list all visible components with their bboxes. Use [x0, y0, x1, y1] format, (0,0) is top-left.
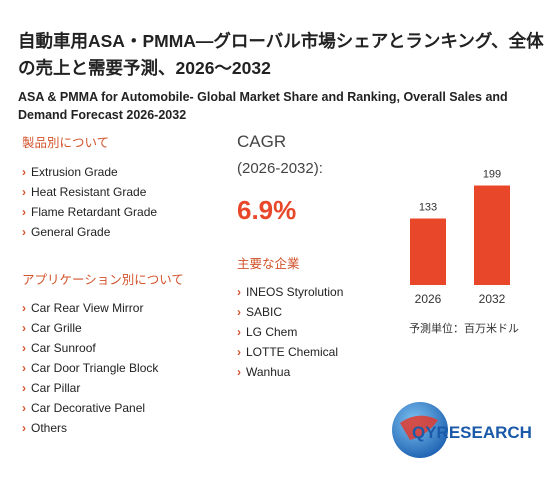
cagr-value: 6.9% [237, 195, 297, 225]
chart: 133 2026 199 2032 予測単位：百万米ドル [409, 169, 519, 336]
data-label: 133 [419, 202, 437, 214]
application-list: Car Rear View MirrorCar GrilleCar Sunroo… [22, 298, 158, 438]
company-list: INEOS StyrolutionSABICLG ChemLOTTE Chemi… [237, 282, 343, 382]
section-heading: 製品別について [22, 136, 110, 150]
company-item: LOTTE Chemical [237, 342, 343, 362]
application-item: Car Decorative Panel [22, 398, 158, 418]
logo-swoosh [400, 415, 438, 440]
x-tick-label: 2032 [479, 292, 506, 306]
application-item: Car Pillar [22, 378, 158, 398]
application-item: Car Rear View Mirror [22, 298, 158, 318]
subtitle: ASA & PMMA for Automobile- Global Market… [18, 90, 508, 122]
application-item: Car Door Triangle Block [22, 358, 158, 378]
data-label: 199 [483, 169, 501, 181]
product-item: General Grade [22, 222, 157, 242]
product-item: Heat Resistant Grade [22, 182, 157, 202]
unit-label: 予測単位：百万米ドル [409, 321, 519, 335]
company-item: INEOS Styrolution [237, 282, 343, 302]
product-item: Extrusion Grade [22, 162, 157, 182]
application-item: Car Sunroof [22, 338, 158, 358]
company-item: SABIC [237, 302, 343, 322]
product-item: Flame Retardant Grade [22, 202, 157, 222]
application-item: Others [22, 418, 158, 438]
bar [474, 185, 510, 285]
company-item: LG Chem [237, 322, 343, 342]
cagr-label: CAGR [237, 132, 287, 151]
title: 自動車用ASA・PMMA—グローバル市場シェアとランキング、全体の売上と需要予測… [18, 31, 544, 78]
company-item: Wanhua [237, 362, 343, 382]
product-list: Extrusion GradeHeat Resistant GradeFlame… [22, 162, 157, 242]
section-heading: 主要な企業 [237, 257, 300, 271]
cagr-period: (2026-2032): [237, 160, 323, 177]
x-tick-label: 2026 [415, 292, 442, 306]
logo-text: QYRESEARCH [412, 423, 532, 442]
logo: QYRESEARCH [392, 402, 532, 458]
application-item: Car Grille [22, 318, 158, 338]
bar [410, 218, 446, 285]
section-heading: アプリケーション別について [22, 273, 184, 287]
